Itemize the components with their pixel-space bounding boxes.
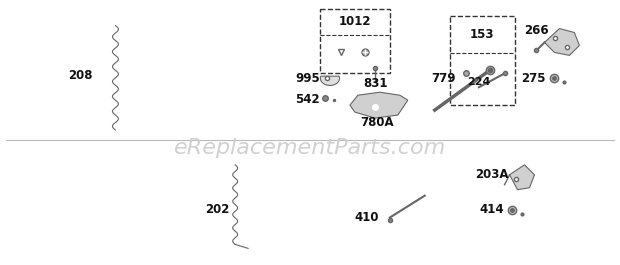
- Text: eReplacementParts.com: eReplacementParts.com: [174, 138, 446, 158]
- Text: 208: 208: [69, 69, 93, 82]
- Text: 831: 831: [363, 77, 388, 90]
- Text: 779: 779: [432, 72, 456, 85]
- Text: 414: 414: [480, 203, 504, 216]
- Polygon shape: [350, 92, 408, 118]
- Text: 1012: 1012: [339, 15, 371, 28]
- Text: 266: 266: [525, 24, 549, 37]
- Text: 995: 995: [295, 72, 320, 85]
- Polygon shape: [544, 29, 580, 55]
- Text: 153: 153: [470, 28, 494, 41]
- Polygon shape: [510, 165, 534, 190]
- Bar: [320, 9, 390, 73]
- Text: 780A: 780A: [360, 116, 394, 129]
- Text: 202: 202: [205, 203, 229, 216]
- Text: 203A: 203A: [475, 168, 508, 181]
- Text: 275: 275: [521, 72, 546, 85]
- Text: 224: 224: [467, 77, 490, 87]
- Bar: [450, 16, 515, 105]
- Polygon shape: [321, 76, 340, 85]
- Text: 542: 542: [295, 93, 320, 106]
- Text: 410: 410: [355, 211, 379, 224]
